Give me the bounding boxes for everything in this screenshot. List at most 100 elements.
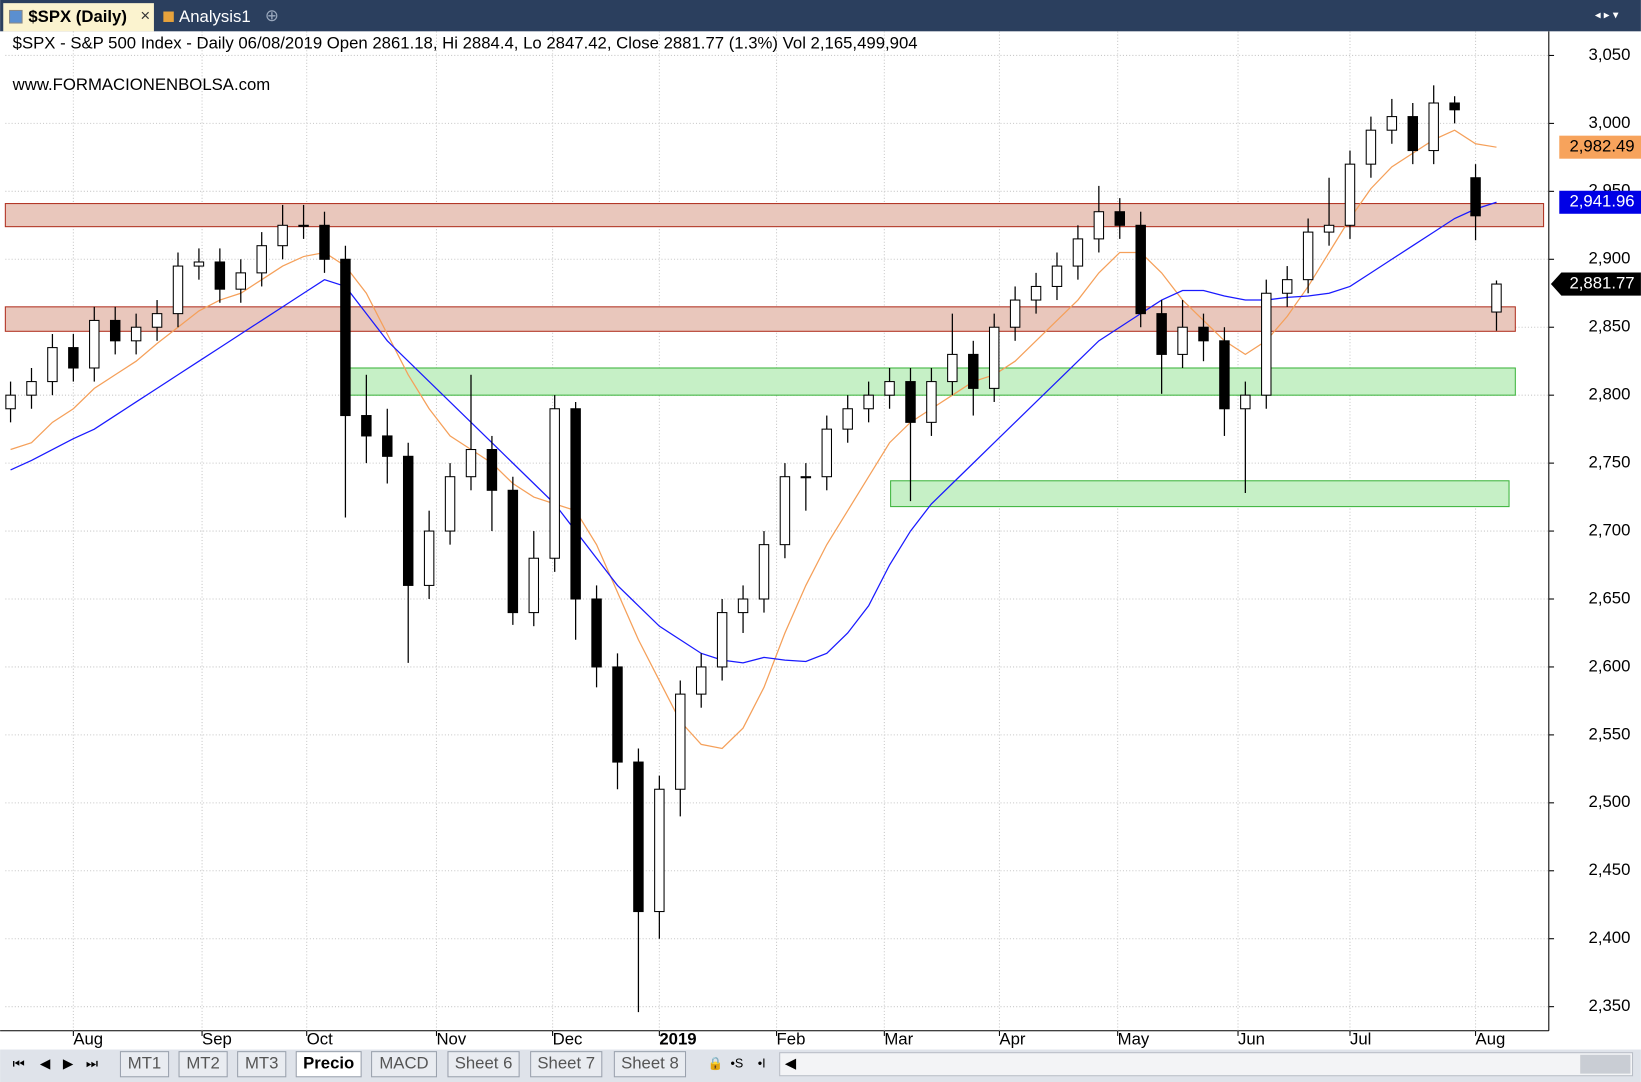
y-tick-label: 2,350 (1589, 996, 1631, 1015)
sheet-tab (371, 1051, 437, 1078)
candle-body (444, 476, 456, 532)
x-tick-label: Apr (999, 1030, 1025, 1049)
candle-body (1491, 283, 1502, 313)
tab-icon (9, 9, 23, 24)
zone (890, 480, 1510, 508)
scroll-left[interactable]: ◀ (785, 1056, 797, 1072)
tab-scroll[interactable]: ◂ ▸ ▾ (1595, 10, 1619, 22)
candle-body (947, 353, 958, 383)
candle-body (549, 408, 560, 559)
candle-body (214, 261, 226, 290)
x-tick-label: Feb (777, 1030, 806, 1049)
candle-body (277, 224, 288, 247)
candle-body (716, 612, 728, 668)
scrollbar[interactable] (779, 1052, 1634, 1077)
sheet-tab (119, 1051, 170, 1078)
candle-body (1072, 238, 1084, 267)
moving-average (10, 201, 1497, 664)
x-tick-label: Jul (1350, 1030, 1371, 1049)
tab-icon (163, 11, 174, 22)
y-tick-label: 2,700 (1589, 520, 1631, 539)
candle-body (1030, 285, 1042, 301)
price-tag (1559, 135, 1641, 159)
candle-body (1051, 265, 1063, 287)
sheet-tab-label[interactable]: Sheet 7 (537, 1054, 595, 1073)
sheet-tab-label[interactable]: Sheet 6 (455, 1054, 513, 1073)
nav-next[interactable]: ▶ (63, 1056, 74, 1071)
sheet-tab-label[interactable]: MT1 (128, 1054, 161, 1073)
candle-body (654, 788, 665, 913)
candle-body (1198, 326, 1209, 342)
x-tick-label: Jun (1238, 1030, 1265, 1049)
candle-body (1323, 224, 1335, 233)
y-tick-label: 2,600 (1589, 656, 1631, 675)
sheet-tab (178, 1051, 228, 1078)
nav-prev[interactable]: ◀ (40, 1056, 51, 1071)
y-tick-label: 2,500 (1589, 792, 1631, 811)
tab-label[interactable]: Analysis1 (179, 7, 251, 26)
candle-body (1302, 231, 1314, 281)
candle-body (1449, 102, 1460, 111)
candle-body (340, 258, 351, 417)
lock[interactable]: 🔒 (707, 1057, 723, 1071)
candle-body (235, 272, 247, 290)
candle-body (1261, 292, 1272, 396)
candle-body (1219, 340, 1230, 410)
candle-body (26, 381, 37, 396)
sheet-tab (237, 1051, 287, 1078)
candle-body (821, 428, 833, 478)
sheet-tab-label[interactable]: MT2 (186, 1054, 219, 1073)
x-tick-label: Sep (202, 1030, 232, 1049)
candle-body (172, 265, 184, 315)
nav-s[interactable]: •S (731, 1057, 744, 1071)
y-tick-label: 2,800 (1589, 385, 1631, 404)
candle-body (465, 449, 477, 478)
price-tag-label: 2,941.96 (1569, 192, 1634, 211)
x-tick-label: 2019 (659, 1030, 696, 1049)
tab-label[interactable]: $SPX (Daily) (28, 7, 127, 26)
candle-body (507, 489, 519, 614)
candle-body (758, 544, 770, 600)
candle-body (1156, 313, 1167, 355)
sheet-tab-label[interactable]: Precio (303, 1054, 354, 1073)
price-tag-label: 2,881.77 (1569, 273, 1634, 292)
nav-last[interactable]: ⏭ (86, 1056, 99, 1071)
candle-body (1365, 129, 1377, 165)
price-tag (1550, 272, 1641, 296)
nav-i[interactable]: •I (758, 1057, 766, 1071)
active-tab[interactable] (3, 3, 154, 32)
candle-body (800, 476, 812, 479)
candle-body (1428, 102, 1439, 152)
candle-body (926, 381, 937, 423)
candle-body (905, 381, 916, 423)
candle-body (737, 598, 749, 614)
y-tick-label: 2,550 (1589, 724, 1631, 743)
sheet-tab (613, 1051, 687, 1078)
y-tick-label: 3,000 (1589, 113, 1631, 132)
candle-body (130, 326, 142, 342)
tab-close[interactable]: × (140, 6, 150, 25)
nav-first[interactable]: ⏮ (13, 1056, 25, 1071)
zone (4, 203, 1545, 228)
candle-body (5, 394, 16, 410)
sheet-tab-label[interactable]: Sheet 8 (621, 1054, 679, 1073)
candle-body (109, 319, 121, 342)
price-tag (1559, 190, 1641, 214)
y-tick-label: 2,750 (1589, 453, 1631, 472)
candle-body (988, 326, 1000, 389)
sheet-tab-label[interactable]: MACD (379, 1054, 428, 1073)
sheet-nav: ⏮ ◀ ▶ ⏭ 🔒 •S •I ◀ (13, 1052, 1634, 1077)
new-tab[interactable]: ⊕ (265, 6, 279, 25)
zone (4, 306, 1516, 332)
scroll-thumb[interactable] (1580, 1054, 1631, 1074)
candle-body (1093, 211, 1105, 240)
candle-body (1240, 394, 1251, 410)
y-tick-label: 2,900 (1589, 249, 1631, 268)
sheet-tab-label[interactable]: MT3 (245, 1054, 278, 1073)
chart-subtitle: www.FORMACIONENBOLSA.com (12, 75, 271, 94)
candle-body (1281, 279, 1293, 294)
candle-body (1386, 116, 1398, 131)
y-tick-label: 2,400 (1589, 928, 1631, 947)
